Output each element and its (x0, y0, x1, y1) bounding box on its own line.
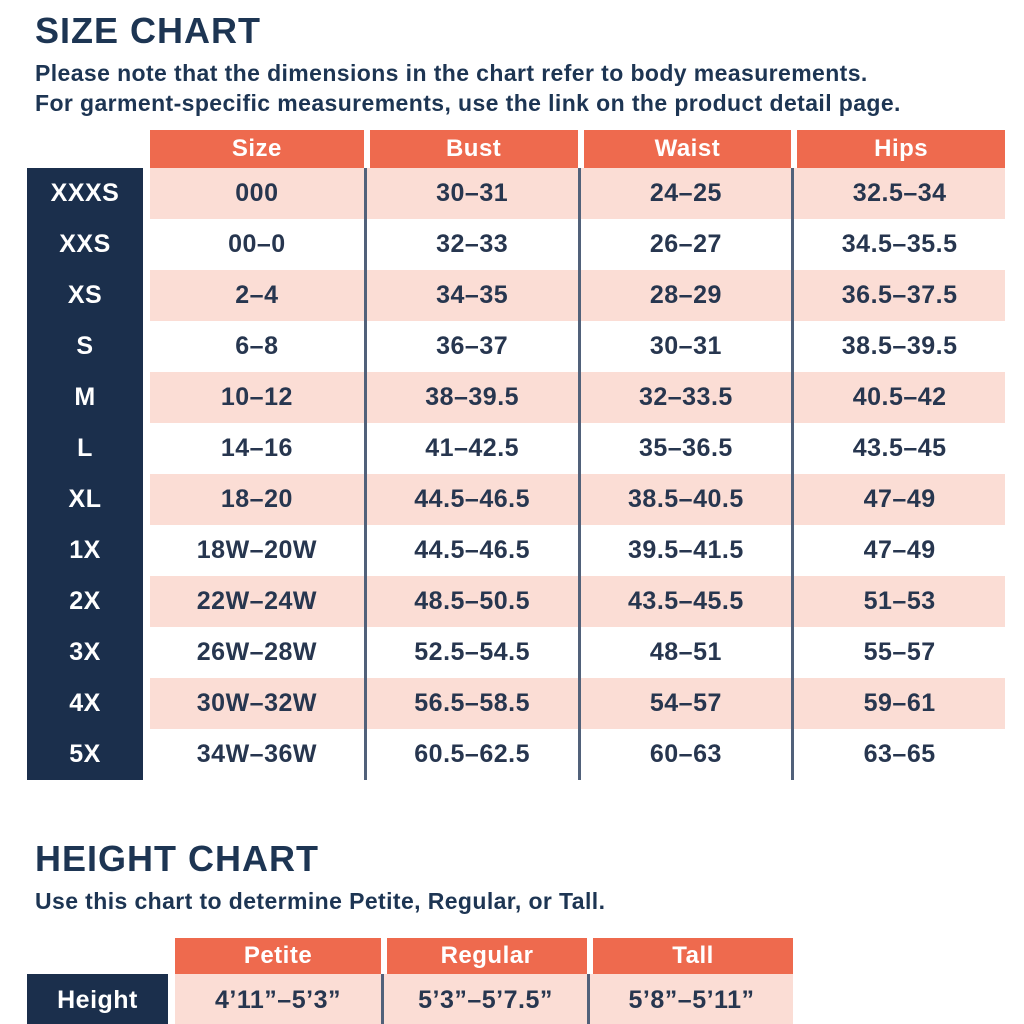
row-label: L (27, 423, 150, 474)
height-chart-subtitle: Use this chart to determine Petite, Regu… (35, 888, 606, 914)
cell-size: 34W–36W (150, 729, 364, 780)
table-row: M 10–12 38–39.5 32–33.5 40.5–42 (27, 372, 1005, 423)
cell-bust: 41–42.5 (363, 423, 578, 474)
table-row: XXXS 000 30–31 24–25 32.5–34 (27, 168, 1005, 219)
column-header-bust: Bust (363, 130, 578, 168)
size-chart-subtitle-line1: Please note that the dimensions in the c… (35, 60, 868, 86)
cell-size: 22W–24W (150, 576, 364, 627)
cell-hips: 55–57 (791, 627, 1005, 678)
cell-bust: 30–31 (363, 168, 578, 219)
cell-size: 18–20 (150, 474, 364, 525)
cell-bust: 38–39.5 (363, 372, 578, 423)
cell-bust: 56.5–58.5 (363, 678, 578, 729)
cell-waist: 39.5–41.5 (577, 525, 792, 576)
cell-tall-range: 5’8”–5’11” (587, 974, 793, 1024)
cell-hips: 51–53 (791, 576, 1005, 627)
cell-size: 30W–32W (150, 678, 364, 729)
cell-waist: 48–51 (577, 627, 792, 678)
cell-hips: 38.5–39.5 (791, 321, 1005, 372)
height-row: Height 4’11”–5’3” 5’3”–5’7.5” 5’8”–5’11” (27, 974, 793, 1024)
table-row: L 14–16 41–42.5 35–36.5 43.5–45 (27, 423, 1005, 474)
column-header-petite: Petite (175, 938, 381, 974)
cell-bust: 32–33 (363, 219, 578, 270)
row-label: 5X (27, 729, 150, 780)
cell-bust: 60.5–62.5 (363, 729, 578, 780)
cell-hips: 40.5–42 (791, 372, 1005, 423)
column-header-waist: Waist (577, 130, 792, 168)
cell-petite-range: 4’11”–5’3” (175, 974, 381, 1024)
cell-hips: 32.5–34 (791, 168, 1005, 219)
height-chart-title: HEIGHT CHART (35, 838, 319, 879)
size-chart-title: SIZE CHART (35, 10, 261, 51)
corner-cell (27, 938, 175, 974)
row-label: 3X (27, 627, 150, 678)
height-chart-section: HEIGHT CHART Use this chart to determine… (0, 838, 1024, 1024)
cell-size: 14–16 (150, 423, 364, 474)
cell-bust: 44.5–46.5 (363, 525, 578, 576)
cell-size: 2–4 (150, 270, 364, 321)
cell-hips: 36.5–37.5 (791, 270, 1005, 321)
row-label: M (27, 372, 150, 423)
cell-waist: 43.5–45.5 (577, 576, 792, 627)
cell-bust: 48.5–50.5 (363, 576, 578, 627)
cell-hips: 47–49 (791, 474, 1005, 525)
row-label: XXS (27, 219, 150, 270)
table-row: 2X 22W–24W 48.5–50.5 43.5–45.5 51–53 (27, 576, 1005, 627)
cell-regular-range: 5’3”–5’7.5” (381, 974, 587, 1024)
cell-size: 18W–20W (150, 525, 364, 576)
cell-waist: 28–29 (577, 270, 792, 321)
cell-hips: 59–61 (791, 678, 1005, 729)
table-row: 3X 26W–28W 52.5–54.5 48–51 55–57 (27, 627, 1005, 678)
table-row: 4X 30W–32W 56.5–58.5 54–57 59–61 (27, 678, 1005, 729)
column-header-hips: Hips (791, 130, 1005, 168)
cell-hips: 43.5–45 (791, 423, 1005, 474)
table-row: 5X 34W–36W 60.5–62.5 60–63 63–65 (27, 729, 1005, 780)
row-label: 1X (27, 525, 150, 576)
cell-hips: 34.5–35.5 (791, 219, 1005, 270)
height-chart-table: Petite Regular Tall Height 4’11”–5’3” 5’… (27, 938, 793, 1024)
cell-waist: 54–57 (577, 678, 792, 729)
cell-waist: 24–25 (577, 168, 792, 219)
cell-size: 10–12 (150, 372, 364, 423)
corner-cell (27, 130, 150, 168)
size-chart-header-row: Size Bust Waist Hips (27, 130, 1005, 168)
cell-waist: 30–31 (577, 321, 792, 372)
size-chart-table: Size Bust Waist Hips XXXS 000 30–31 24–2… (27, 130, 1005, 780)
cell-hips: 47–49 (791, 525, 1005, 576)
cell-size: 00–0 (150, 219, 364, 270)
cell-size: 6–8 (150, 321, 364, 372)
cell-waist: 38.5–40.5 (577, 474, 792, 525)
table-row: 1X 18W–20W 44.5–46.5 39.5–41.5 47–49 (27, 525, 1005, 576)
row-label: 2X (27, 576, 150, 627)
cell-waist: 32–33.5 (577, 372, 792, 423)
cell-size: 26W–28W (150, 627, 364, 678)
table-row: XS 2–4 34–35 28–29 36.5–37.5 (27, 270, 1005, 321)
size-chart-subtitle: Please note that the dimensions in the c… (35, 58, 1024, 118)
cell-waist: 60–63 (577, 729, 792, 780)
table-row: S 6–8 36–37 30–31 38.5–39.5 (27, 321, 1005, 372)
cell-hips: 63–65 (791, 729, 1005, 780)
cell-bust: 52.5–54.5 (363, 627, 578, 678)
column-header-tall: Tall (587, 938, 793, 974)
cell-bust: 44.5–46.5 (363, 474, 578, 525)
cell-waist: 26–27 (577, 219, 792, 270)
cell-size: 000 (150, 168, 364, 219)
row-label: XXXS (27, 168, 150, 219)
row-label: 4X (27, 678, 150, 729)
column-header-regular: Regular (381, 938, 587, 974)
column-header-size: Size (150, 130, 364, 168)
size-chart-subtitle-line2: For garment-specific measurements, use t… (35, 90, 901, 116)
row-label: S (27, 321, 150, 372)
cell-bust: 34–35 (363, 270, 578, 321)
row-label: XL (27, 474, 150, 525)
cell-waist: 35–36.5 (577, 423, 792, 474)
size-chart-section: SIZE CHART Please note that the dimensio… (27, 10, 1024, 780)
row-label-height: Height (27, 974, 175, 1024)
table-row: XL 18–20 44.5–46.5 38.5–40.5 47–49 (27, 474, 1005, 525)
cell-bust: 36–37 (363, 321, 578, 372)
table-row: XXS 00–0 32–33 26–27 34.5–35.5 (27, 219, 1005, 270)
row-label: XS (27, 270, 150, 321)
height-chart-header-row: Petite Regular Tall (27, 938, 793, 974)
